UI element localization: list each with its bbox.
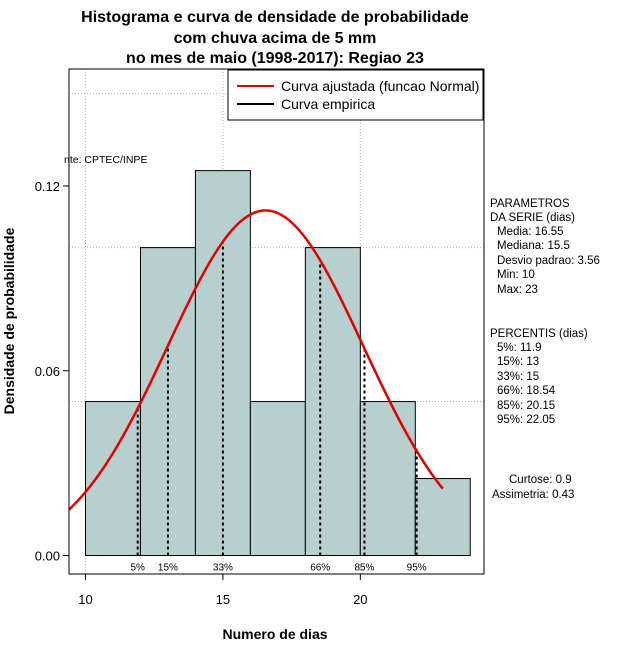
plot-frame xyxy=(68,68,485,575)
x-axis-title: Numero de dias xyxy=(222,626,327,642)
stats-params-subtitle: DA SERIE (dias) xyxy=(490,212,575,224)
stats-media: Media: 16.55 xyxy=(497,226,564,238)
percentile-label: 5% xyxy=(130,563,145,574)
histogram-bar xyxy=(139,247,196,557)
histogram-bar xyxy=(414,478,471,557)
stats-p66: 66%: 18.54 xyxy=(497,385,556,397)
histogram-bar xyxy=(304,247,361,557)
percentile-label: 95% xyxy=(407,563,427,574)
legend-label-fit: Curva ajustada (funcao Normal) xyxy=(281,78,479,94)
x-tick-label: 20 xyxy=(353,592,367,607)
legend-box xyxy=(227,69,484,121)
x-tick-label: 10 xyxy=(78,592,92,607)
percentile-label: 15% xyxy=(158,563,178,574)
stats-p85: 85%: 20.15 xyxy=(497,400,555,412)
stats-desvio: Desvio padrao: 3.56 xyxy=(497,255,600,267)
histogram-bar xyxy=(359,401,416,557)
legend-label-empirical: Curva empirica xyxy=(281,96,375,112)
stats-curtose: Curtose: 0.9 xyxy=(509,474,572,486)
chart-title-line-2: com chuva acima de 5 mm xyxy=(174,30,377,47)
normal-fit-curve xyxy=(68,209,444,511)
y-tick-label: 0.12 xyxy=(35,179,60,194)
axes: 10 15 20 0.00 0.06 0.12 xyxy=(35,179,368,607)
legend: Curva ajustada (funcao Normal) Curva emp… xyxy=(227,69,484,121)
histogram-bar xyxy=(249,401,306,557)
normal-curve xyxy=(68,209,444,511)
histogram-bars xyxy=(84,170,471,557)
percentile-label: 66% xyxy=(310,563,330,574)
percentile-label: 33% xyxy=(213,563,233,574)
y-tick-label: 0.06 xyxy=(35,364,60,379)
histogram-bar xyxy=(84,401,141,557)
stats-p95: 95%: 22.05 xyxy=(497,414,555,426)
stats-p33: 33%: 15 xyxy=(497,371,539,383)
stats-mediana: Mediana: 15.5 xyxy=(497,240,570,252)
stats-max: Max: 23 xyxy=(497,284,538,296)
percentile-lines: 5% 15% 33% 66% 85% 95% xyxy=(130,241,427,574)
stats-params-title: PARAMETROS xyxy=(490,198,570,210)
y-axis-title: Densidade de probabilidade xyxy=(1,227,17,414)
stats-min: Min: 10 xyxy=(497,269,535,281)
stats-assimetria: Assimetria: 0.43 xyxy=(492,489,574,501)
y-tick-label: 0.00 xyxy=(35,549,60,564)
chart-title-line-1: Histograma e curva de densidade de proba… xyxy=(81,9,469,26)
stats-p15: 15%: 13 xyxy=(497,356,539,368)
percentile-label: 85% xyxy=(354,563,374,574)
x-tick-label: 15 xyxy=(216,592,230,607)
stats-p5: 5%: 11.9 xyxy=(497,342,542,354)
chart-title-line-3: no mes de maio (1998-2017): Regiao 23 xyxy=(126,50,424,67)
source-note: nte: CPTEC/INPE xyxy=(64,154,147,166)
stats-panel: PARAMETROS DA SERIE (dias) Media: 16.55 … xyxy=(490,198,600,501)
stats-percentis-title: PERCENTIS (dias) xyxy=(490,328,588,340)
